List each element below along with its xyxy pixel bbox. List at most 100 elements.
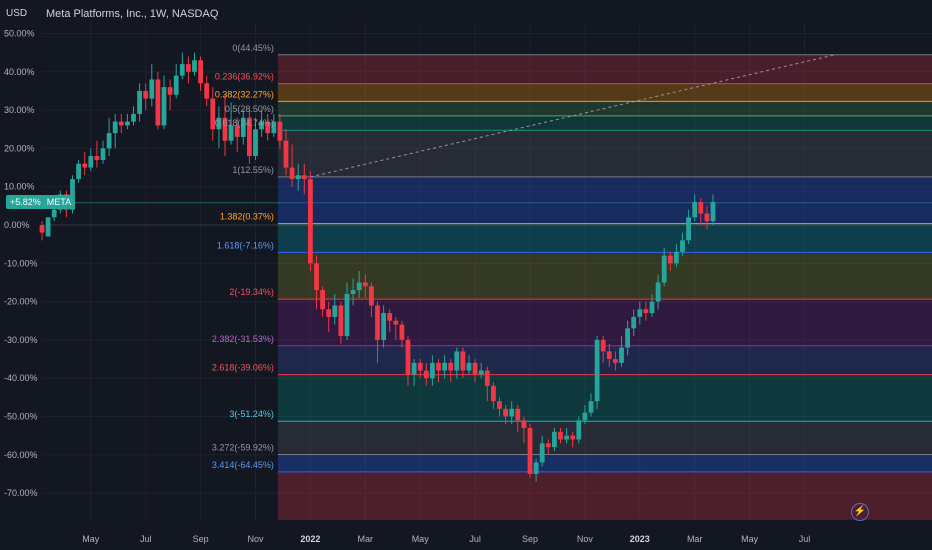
candle-body (45, 217, 51, 237)
fib-extension (277, 54, 932, 520)
x-tick-label: Sep (522, 534, 538, 544)
candle-body (655, 282, 661, 302)
candle-body (686, 217, 691, 241)
fib-zone-2.618 (277, 374, 932, 422)
fib-label-1.382: 1.382(0.37%) (220, 212, 274, 222)
candle-body (619, 347, 624, 363)
candle-body (491, 385, 496, 402)
x-tick-label: 2022 (300, 534, 320, 544)
x-tick-label: Jul (799, 534, 811, 544)
candle-body (552, 431, 557, 448)
candle-body (149, 79, 155, 99)
candle-body (704, 213, 710, 222)
price-badge: +5.82% META (6, 195, 76, 209)
candle-body (362, 282, 368, 287)
candle-body (167, 87, 173, 95)
candle-body (222, 117, 228, 141)
candle-body (667, 255, 673, 264)
y-tick-label: -40.00% (4, 373, 38, 383)
y-axis: 50.00% 40.00% 30.00% 20.00% 10.00% 0.00% -10.0… (4, 29, 38, 499)
fib-zone-3.272 (277, 454, 932, 472)
candle-body (533, 462, 539, 474)
candle-body (314, 263, 319, 291)
currency-label: USD (6, 8, 28, 19)
fib-zone-3.414 (277, 471, 932, 520)
lightning-icon[interactable]: ⚡ (851, 503, 869, 521)
candle-body (454, 351, 460, 371)
y-tick-label: -50.00% (4, 412, 38, 422)
candle-body (423, 370, 429, 379)
candle-body (125, 121, 130, 126)
candle-body (674, 251, 679, 264)
candle-body (350, 290, 356, 294)
candle-body (198, 60, 203, 84)
fib-label-0.236: 0.236(36.92%) (215, 72, 274, 82)
candle-body (308, 179, 313, 264)
fib-label-0: 0(44.45%) (232, 43, 274, 53)
candle-body (588, 401, 594, 413)
candle-body (442, 362, 447, 371)
candle-body (118, 121, 124, 126)
x-tick-label: 2023 (630, 534, 650, 544)
candle-body (399, 324, 405, 340)
fib-zone-2 (277, 299, 932, 346)
candle-body (161, 87, 167, 126)
fib-zone-3 (277, 421, 932, 455)
fib-zone-0 (277, 54, 932, 84)
fib-zone-1.618 (277, 252, 932, 300)
fib-label-0.382: 0.382(32.27%) (215, 89, 274, 99)
candle-body (186, 64, 191, 72)
candle-body (283, 140, 289, 168)
candle-body (564, 435, 569, 440)
grid (42, 22, 932, 522)
candle-body (131, 113, 136, 122)
candle-body (39, 225, 45, 233)
candle-body (155, 79, 161, 126)
candle-body (192, 60, 197, 72)
candle-body (661, 255, 667, 283)
candle-body (82, 163, 88, 168)
y-tick-label: -60.00% (4, 450, 38, 460)
candle-body (466, 362, 472, 371)
candle-body (521, 420, 527, 428)
candle-body (643, 309, 649, 314)
candle-body (594, 339, 600, 402)
fib-label-0.618: 0.618(24.74%) (215, 118, 274, 128)
candle-body (680, 240, 685, 252)
fib-zone-0.618 (277, 130, 932, 177)
fib-label-1: 1(12.55%) (232, 165, 274, 175)
y-tick-label: -70.00% (4, 488, 38, 498)
fib-label-0.5: 0.5(28.50%) (225, 104, 274, 114)
candle-body (106, 133, 112, 149)
candle-body (527, 427, 533, 474)
candle-body (70, 179, 75, 210)
candle-body (356, 282, 362, 291)
y-tick-label: -10.00% (4, 258, 38, 268)
fib-zone-1.382 (277, 223, 932, 253)
candle-body (326, 309, 332, 317)
fib-label-2.382: 2.382(-31.53%) (212, 334, 274, 344)
candle-body (545, 443, 551, 448)
fib-label-2: 2(-19.34%) (229, 287, 274, 297)
candle-body (332, 305, 338, 317)
candle-body (179, 64, 185, 76)
candle-body (472, 362, 478, 375)
fib-zone-1 (277, 176, 932, 224)
fib-zone-0.236 (277, 83, 932, 102)
candle-body (259, 121, 264, 130)
x-tick-label: May (412, 534, 430, 544)
candle-body (436, 362, 441, 371)
candle-body (625, 328, 630, 348)
candle-body (430, 362, 435, 379)
candle-body (338, 305, 344, 337)
candle-body (289, 167, 295, 180)
candle-body (692, 202, 698, 218)
candle-body (417, 362, 423, 371)
candle-body (448, 362, 454, 371)
candle-body (204, 83, 210, 99)
candle-body (271, 121, 277, 134)
y-tick-label: -20.00% (4, 297, 38, 307)
candle-body (216, 117, 222, 130)
candle-body (51, 209, 57, 218)
